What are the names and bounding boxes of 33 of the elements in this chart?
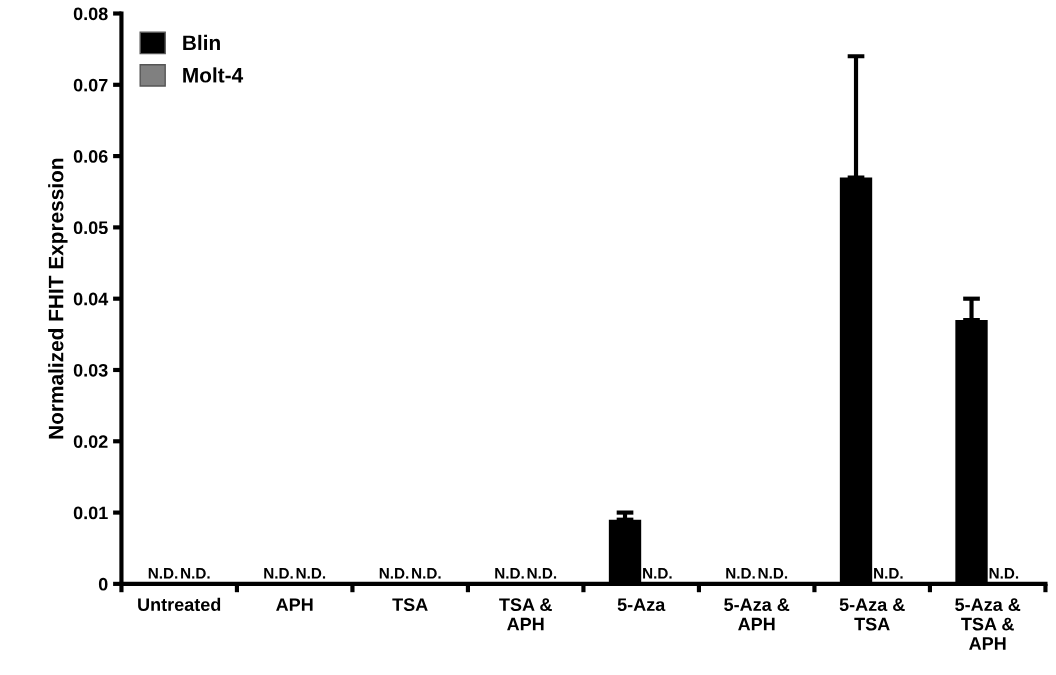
y-tick-label: 0.08 xyxy=(73,7,108,21)
text: N.D. xyxy=(296,568,326,579)
legend-label: Molt-4 xyxy=(183,67,244,83)
x-tick-label: APH xyxy=(276,598,313,611)
text: N.D. xyxy=(379,568,409,579)
x-tick-label: TSA & APH xyxy=(499,598,552,631)
y-tick-label: 0.03 xyxy=(73,363,108,377)
x-tick-label: 5-Aza xyxy=(617,598,666,612)
text: N.D. xyxy=(527,568,557,579)
text: N.D. xyxy=(181,568,210,579)
y-tick-label: 0 xyxy=(98,577,108,591)
x-tick-label: 5-Aza & TSA & APH xyxy=(955,598,1021,650)
text: N.D. xyxy=(264,568,293,579)
text: N.D. xyxy=(148,568,178,579)
text: N.D. xyxy=(643,568,672,579)
text: N.D. xyxy=(989,568,1019,579)
x-tick-label: 5-Aza & TSA xyxy=(839,598,905,631)
text: N.D. xyxy=(412,568,441,579)
text: N.D. xyxy=(874,568,903,579)
text: N.D. xyxy=(758,568,788,579)
x-tick-label: Untreated xyxy=(138,597,221,612)
y-tick-label: 0.05 xyxy=(73,221,108,235)
y-axis-title: Normalized FHIT Expression xyxy=(48,158,68,439)
y-tick-label: 0.02 xyxy=(73,435,108,448)
y-tick-label: 0.04 xyxy=(73,292,109,306)
y-tick-label: 0.01 xyxy=(73,506,108,520)
text: N.D. xyxy=(495,568,524,579)
x-tick-label: 5-Aza & APH xyxy=(724,598,790,631)
x-tick-label: TSA xyxy=(392,598,428,612)
legend-label: Blin xyxy=(183,34,220,50)
text: N.D. xyxy=(726,568,755,579)
y-tick-label: 0.07 xyxy=(73,78,108,92)
y-tick-label: 0.06 xyxy=(73,150,108,163)
